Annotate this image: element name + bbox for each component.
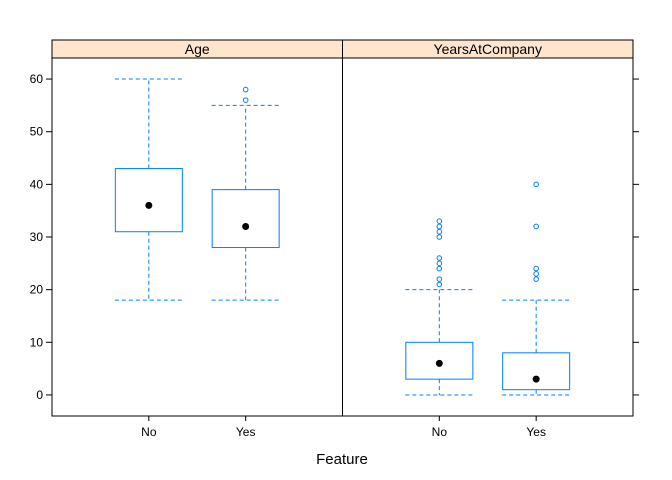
outlier-point xyxy=(436,223,443,230)
outlier-point xyxy=(533,181,539,188)
outlier-point xyxy=(242,86,249,93)
y-tick-label: 20 xyxy=(30,283,44,297)
outlier-point xyxy=(436,260,443,267)
median-dot xyxy=(242,222,250,230)
x-axis-title: Feature xyxy=(316,451,368,468)
outlier-point xyxy=(533,276,539,282)
y-tick-label: 40 xyxy=(30,177,44,191)
outlier-point xyxy=(436,281,443,288)
strip-label-2: YearsAtCompany xyxy=(434,41,542,57)
panel-frame-2 xyxy=(342,57,634,417)
outlier-point xyxy=(436,255,443,261)
x-tick-label: No xyxy=(141,425,157,439)
outlier-point xyxy=(436,276,443,282)
strip-label-1: Age xyxy=(185,41,210,57)
panel-frame-1 xyxy=(51,57,343,417)
x-tick-label: Yes xyxy=(526,425,546,439)
median-dot xyxy=(145,201,153,209)
outlier-point xyxy=(436,228,443,235)
box-iqr xyxy=(405,341,474,380)
outlier-point xyxy=(436,234,443,240)
box-iqr xyxy=(502,352,571,391)
box-iqr xyxy=(211,189,280,249)
outlier-point xyxy=(436,218,443,225)
y-tick-label: 0 xyxy=(36,388,43,402)
x-tick-label: No xyxy=(432,425,448,439)
outlier-point xyxy=(533,265,539,272)
y-tick-label: 50 xyxy=(30,125,44,139)
y-tick-label: 60 xyxy=(30,72,44,86)
box-iqr xyxy=(114,168,183,233)
outlier-point xyxy=(242,97,249,103)
x-tick-label: Yes xyxy=(236,425,256,439)
y-tick-label: 30 xyxy=(30,230,44,244)
outlier-point xyxy=(533,223,539,230)
y-tick-label: 10 xyxy=(30,335,44,349)
outlier-point xyxy=(436,265,443,272)
outlier-point xyxy=(533,271,539,277)
median-dot xyxy=(435,359,443,367)
median-dot xyxy=(532,375,540,383)
